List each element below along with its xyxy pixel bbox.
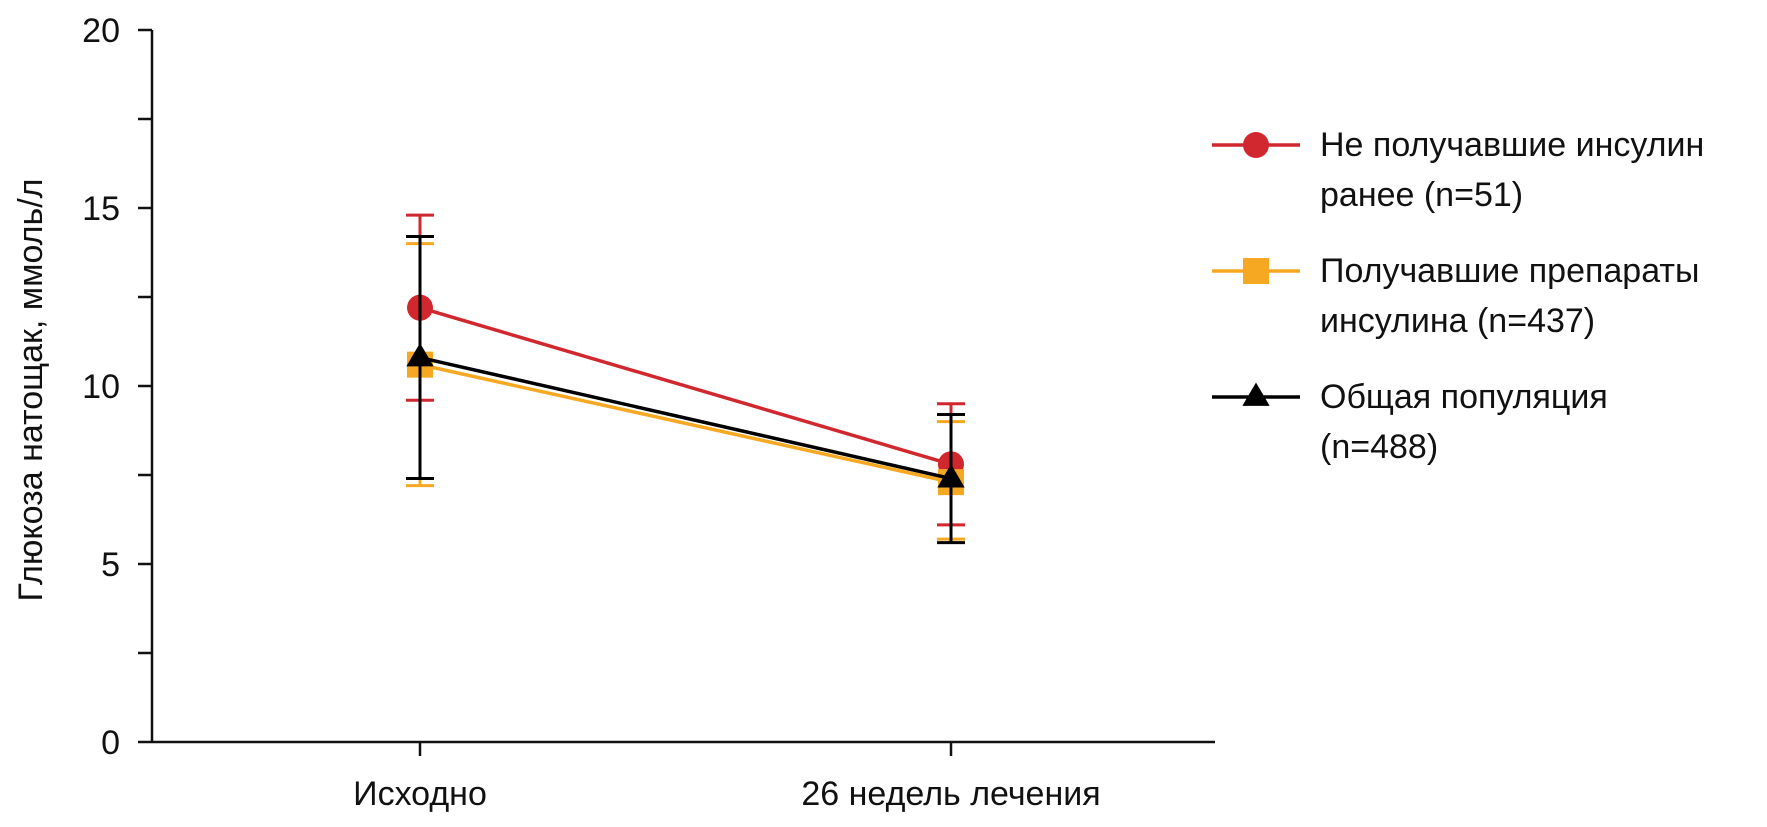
legend-swatch-triangle bbox=[1212, 382, 1300, 406]
legend-marker bbox=[1242, 382, 1270, 406]
legend-item: Получавшие препараты инсулина (n=437) bbox=[1210, 246, 1750, 346]
y-tick-label: 0 bbox=[101, 724, 120, 762]
legend-label: Не получавшие инсулин ранее (n=51) bbox=[1320, 126, 1705, 214]
data-point bbox=[406, 343, 434, 367]
chart-series-layer bbox=[406, 213, 965, 545]
y-tick-label: 5 bbox=[101, 546, 120, 584]
chart-ticks: 0 5 10 15 20 Исходно 26 недель лечения bbox=[82, 12, 1100, 813]
chart-legend: Не получавшие инсулин ранее (n=51) Получа… bbox=[1210, 120, 1750, 498]
legend-label: Общая популяция (n=488) bbox=[1320, 378, 1608, 466]
y-tick-label: 10 bbox=[82, 368, 120, 406]
series-line bbox=[419, 362, 952, 484]
y-tick-label: 20 bbox=[82, 12, 120, 50]
y-tick-label: 15 bbox=[82, 190, 120, 228]
series-square bbox=[406, 242, 965, 541]
y-axis-title: Глюкоза натощак, ммоль/л bbox=[12, 178, 50, 601]
data-point bbox=[937, 464, 965, 488]
legend-item: Не получавшие инсулин ранее (n=51) bbox=[1210, 120, 1750, 220]
legend-swatch-square bbox=[1212, 258, 1300, 284]
x-tick-label: 26 недель лечения bbox=[801, 775, 1100, 813]
x-tick-label: Исходно bbox=[353, 775, 487, 813]
series-line bbox=[419, 355, 952, 481]
legend-marker bbox=[1243, 258, 1269, 284]
legend-swatch-circle bbox=[1212, 132, 1300, 158]
legend-item: Общая популяция (n=488) bbox=[1210, 372, 1750, 472]
series-triangle bbox=[406, 234, 965, 545]
series-line bbox=[419, 306, 952, 466]
legend-marker bbox=[1243, 132, 1269, 158]
series-circle bbox=[406, 213, 965, 527]
legend-label: Получавшие препараты инсулина (n=437) bbox=[1320, 252, 1700, 340]
